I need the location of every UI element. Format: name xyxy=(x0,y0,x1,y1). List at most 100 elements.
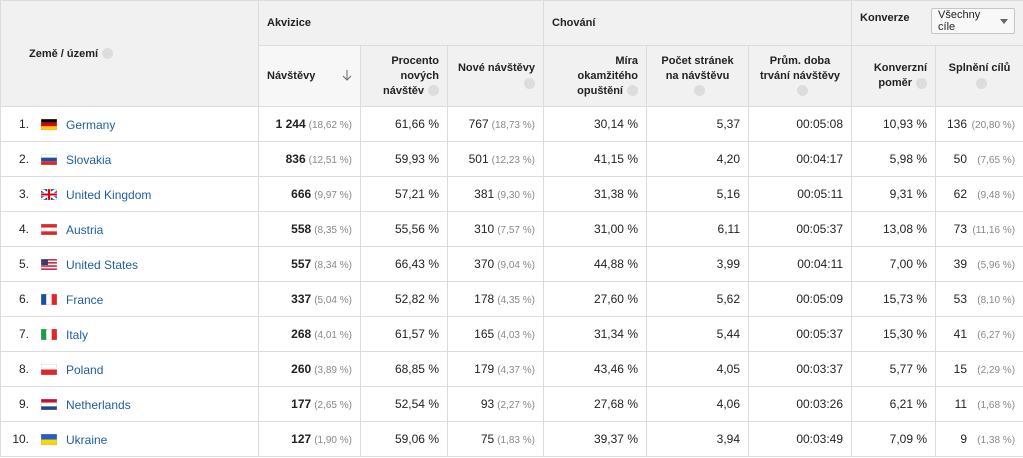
goals-value: 73 xyxy=(953,222,968,236)
flag-part xyxy=(41,328,47,340)
row-rank: 3. xyxy=(18,187,29,202)
visits-share: (4,01 %) xyxy=(314,330,352,341)
new-visits-value: 93 xyxy=(480,397,495,411)
pages-cell: 6,11 xyxy=(646,211,749,247)
column-header: Míra okamžitého opuštění xyxy=(577,54,638,97)
new-visits-value: 310 xyxy=(474,222,495,236)
column-header: Země / území xyxy=(29,47,99,60)
sort-arrow xyxy=(342,70,352,81)
help-icon xyxy=(976,77,988,89)
table-body: 1. Germany 1 244 (18,62 %) 61,66 % 767 (18,73 … xyxy=(0,106,1023,457)
goals-value: 136 xyxy=(947,117,968,131)
help-icon xyxy=(428,85,439,97)
flag-part xyxy=(41,157,57,162)
goals-value: 50 xyxy=(953,152,968,166)
new-visits-cell: 93 (2,27 %) xyxy=(447,386,544,422)
new-visits-share: (9,04 %) xyxy=(497,260,535,271)
header-cell[interactable]: Návštěvy xyxy=(258,45,361,107)
country-link[interactable]: Italy xyxy=(66,327,89,342)
flag-part xyxy=(41,126,57,130)
flag-part xyxy=(41,161,57,165)
country-link[interactable]: Ukraine xyxy=(66,432,108,447)
visits-value: 557 xyxy=(291,257,312,271)
new-visits-value: 179 xyxy=(474,362,495,376)
column-header: Počet stránek na návštěvu xyxy=(661,54,734,82)
new-visits-cell: 370 (9,04 %) xyxy=(447,246,544,282)
row-rank: 6. xyxy=(18,292,29,307)
header-cell[interactable]: Míra okamžitého opuštění xyxy=(543,45,647,107)
duration-cell: 00:04:17 xyxy=(747,141,853,177)
duration-cell: 00:05:08 xyxy=(747,106,853,142)
new-visits-cell: 165 (4,03 %) xyxy=(447,316,544,352)
flag-icon xyxy=(41,398,57,410)
duration-cell: 00:05:11 xyxy=(747,176,853,212)
visits-share: (3,89 %) xyxy=(314,365,352,376)
flag-part xyxy=(41,258,48,265)
pages-cell: 5,16 xyxy=(646,176,749,212)
header-cell[interactable]: Konverzní poměr xyxy=(851,45,937,107)
new-visits-cell: 178 (4,35 %) xyxy=(447,281,544,317)
new-visits-cell: 75 (1,83 %) xyxy=(447,421,544,457)
bounce-cell: 31,38 % xyxy=(543,176,647,212)
goal-dropdown[interactable]: Všechny cíle xyxy=(931,8,1016,34)
conv-rate-cell: 7,09 % xyxy=(851,421,937,457)
visits-cell: 260 (3,89 %) xyxy=(258,351,361,387)
country-link[interactable]: United Kingdom xyxy=(66,187,152,202)
header-cell[interactable]: Splnění cílů xyxy=(935,45,1023,107)
visits-cell: 127 (1,90 %) xyxy=(258,421,361,457)
country-link[interactable]: Netherlands xyxy=(66,397,131,412)
flag-part xyxy=(41,188,57,200)
conv-rate-cell: 15,30 % xyxy=(851,316,937,352)
row-rank: 4. xyxy=(18,222,29,237)
row-rank: 9. xyxy=(18,397,29,412)
table-row: 10. Ukraine 127 (1,90 %) 59,06 % 75 (1,83 %) 39… xyxy=(0,421,1023,457)
visits-value: 337 xyxy=(291,292,312,306)
header-cell[interactable]: Procento nových návštěv xyxy=(360,45,448,107)
group-title: Akvizice xyxy=(267,17,312,29)
header-cell[interactable]: Počet stránek na návštěvu xyxy=(646,45,749,107)
bounce-cell: 30,14 % xyxy=(543,106,647,142)
country-link[interactable]: Germany xyxy=(66,117,116,132)
country-link[interactable]: Slovakia xyxy=(66,152,112,167)
goals-share: (11,16 %) xyxy=(972,225,1016,236)
conv-rate-cell: 15,73 % xyxy=(851,281,937,317)
new-visits-cell: 310 (7,57 %) xyxy=(447,211,544,247)
visits-value: 558 xyxy=(291,222,312,236)
visits-share: (18,62 %) xyxy=(308,120,352,131)
flag-part xyxy=(41,227,57,232)
visits-cell: 666 (9,97 %) xyxy=(258,176,361,212)
goals-cell: 41 (6,27 %) xyxy=(935,316,1023,352)
country-link[interactable]: Austria xyxy=(66,222,104,237)
help-icon xyxy=(796,85,808,97)
goals-share: (2,29 %) xyxy=(977,365,1016,376)
country-link[interactable]: France xyxy=(66,292,104,307)
column-header: Splnění cílů xyxy=(948,62,1011,74)
bounce-cell: 43,46 % xyxy=(543,351,647,387)
flag-part xyxy=(41,258,57,261)
header-cell[interactable]: Nové návštěvy xyxy=(447,45,544,107)
bounce-cell: 31,34 % xyxy=(543,316,647,352)
new-visits-share: (7,57 %) xyxy=(497,225,535,236)
new-visits-cell: 179 (4,37 %) xyxy=(447,351,544,387)
country-cell: 3. United Kingdom xyxy=(0,176,259,212)
new-visits-value: 501 xyxy=(468,152,489,166)
flag-part xyxy=(41,118,57,123)
bounce-cell: 27,60 % xyxy=(543,281,647,317)
flag-part xyxy=(41,263,57,266)
new-visits-value: 767 xyxy=(468,117,489,131)
group-header: Akvizice xyxy=(258,0,544,46)
flag-icon xyxy=(41,153,57,165)
bounce-cell: 39,37 % xyxy=(543,421,647,457)
pages-cell: 3,99 xyxy=(646,246,749,282)
goals-cell: 11 (1,68 %) xyxy=(935,386,1023,422)
header-cell[interactable]: Prům. doba trvání návštěvy xyxy=(747,45,853,107)
new-visits-cell: 767 (18,73 %) xyxy=(447,106,544,142)
pages-cell: 5,37 xyxy=(646,106,749,142)
new-pct-cell: 59,06 % xyxy=(360,421,448,457)
visits-cell: 557 (8,34 %) xyxy=(258,246,361,282)
country-link[interactable]: Poland xyxy=(66,362,104,377)
visits-cell: 1 244 (18,62 %) xyxy=(258,106,361,142)
goals-cell: 73 (11,16 %) xyxy=(935,211,1023,247)
country-link[interactable]: United States xyxy=(66,257,139,272)
